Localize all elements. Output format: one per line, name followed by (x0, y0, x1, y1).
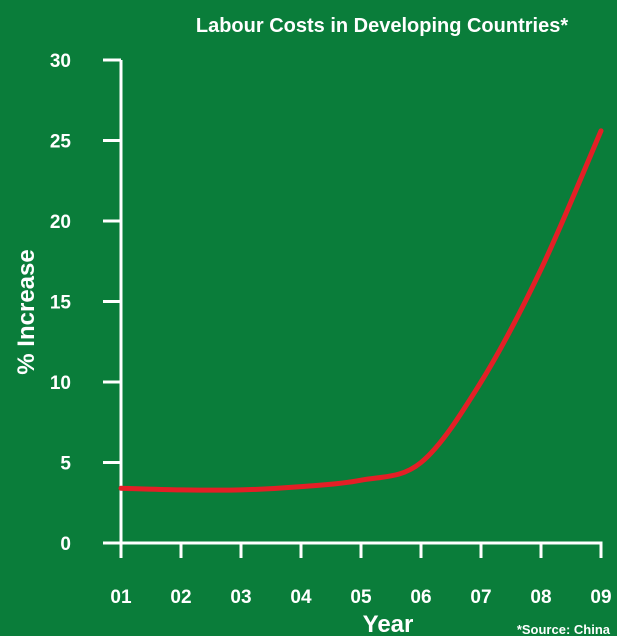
x-tick-label: 09 (590, 587, 611, 608)
y-tick-label: 15 (50, 293, 72, 314)
series-line (118, 128, 604, 493)
x-tick-label: 02 (170, 587, 191, 608)
x-axis-label: Year (363, 611, 414, 636)
y-tick-label: 30 (50, 51, 71, 72)
source-footnote: *Source: China (517, 622, 611, 636)
x-tick-label: 04 (290, 587, 312, 608)
y-axis-label: % Increase (13, 249, 40, 374)
x-tick-label: 06 (410, 587, 431, 608)
chart-title: Labour Costs in Developing Countries* (196, 15, 568, 37)
y-tick-label: 20 (50, 212, 71, 233)
x-tick-label: 05 (350, 587, 372, 608)
x-tick-label: 07 (470, 587, 491, 608)
y-tick-label: 5 (60, 454, 71, 475)
x-tick-label: 01 (110, 587, 132, 608)
y-axis-ticks: 0 5 10 15 20 25 30 (50, 51, 121, 555)
y-tick-label: 10 (50, 373, 71, 394)
y-tick-label: 25 (50, 132, 72, 153)
x-tick-label: 03 (230, 587, 251, 608)
x-tick-label: 08 (530, 587, 551, 608)
y-tick-label: 0 (60, 534, 71, 555)
x-axis-ticks: 01 02 03 04 05 06 07 08 09 (110, 543, 612, 608)
